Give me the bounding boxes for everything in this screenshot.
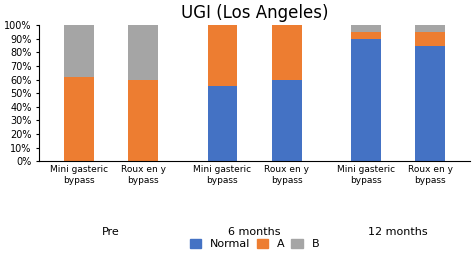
Bar [208,25,237,86]
Bar [351,25,381,32]
Bar [272,80,301,161]
Text: 12 months: 12 months [368,226,428,237]
Bar [415,25,445,32]
Bar [351,32,381,39]
Legend: Normal, A, B: Normal, A, B [186,234,323,254]
Bar [64,25,94,77]
Text: 6 months: 6 months [228,226,281,237]
Bar [64,77,94,161]
Bar [208,86,237,161]
Bar [128,80,158,161]
Text: Pre: Pre [102,226,120,237]
Bar [351,39,381,161]
Bar [272,25,301,80]
Title: UGI (Los Angeles): UGI (Los Angeles) [181,4,328,22]
Bar [415,32,445,46]
Bar [415,46,445,161]
Bar [128,25,158,80]
